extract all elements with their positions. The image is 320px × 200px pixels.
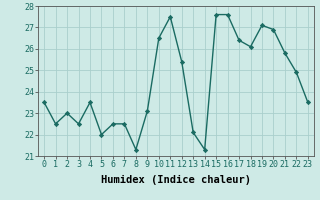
X-axis label: Humidex (Indice chaleur): Humidex (Indice chaleur) bbox=[101, 175, 251, 185]
